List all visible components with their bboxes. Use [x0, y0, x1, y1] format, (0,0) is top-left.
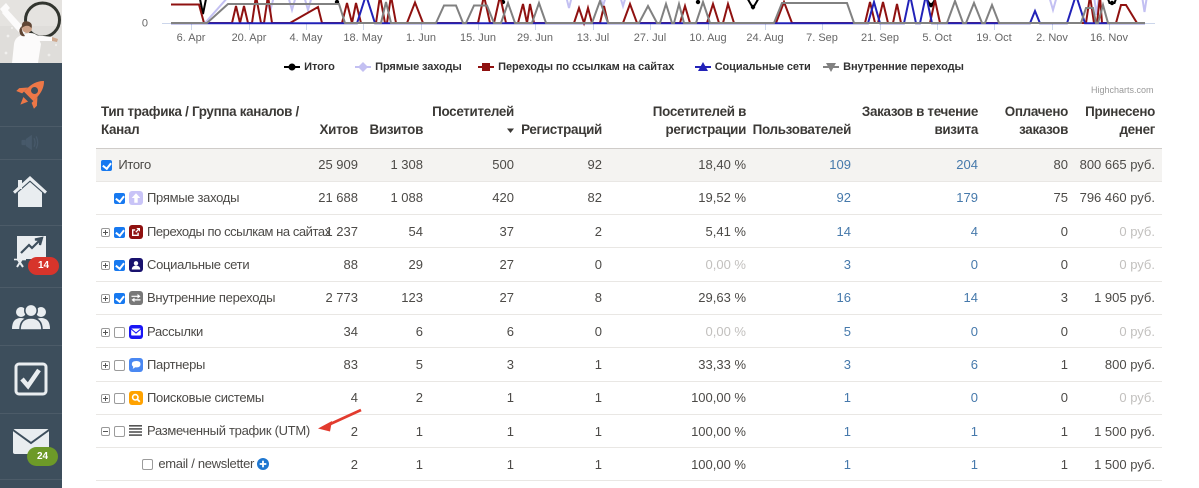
svg-text:15. Jun: 15. Jun [460, 32, 496, 44]
svg-text:7. Sep: 7. Sep [806, 32, 838, 44]
svg-text:6. Apr: 6. Apr [177, 32, 206, 44]
svg-text:4. May: 4. May [289, 32, 323, 44]
svg-text:2. Nov: 2. Nov [1036, 32, 1068, 44]
svg-text:1. Jun: 1. Jun [406, 32, 436, 44]
svg-text:13. Jul: 13. Jul [577, 32, 609, 44]
svg-text:20. Apr: 20. Apr [232, 32, 267, 44]
svg-text:27. Jul: 27. Jul [634, 32, 666, 44]
svg-text:29. Jun: 29. Jun [517, 32, 553, 44]
svg-text:21. Sep: 21. Sep [861, 32, 899, 44]
svg-text:10. Aug: 10. Aug [689, 32, 726, 44]
svg-text:0: 0 [142, 18, 148, 30]
svg-text:19. Oct: 19. Oct [976, 32, 1011, 44]
svg-text:5. Oct: 5. Oct [922, 32, 951, 44]
svg-text:24. Aug: 24. Aug [746, 32, 783, 44]
svg-text:16. Nov: 16. Nov [1090, 32, 1128, 44]
svg-text:18. May: 18. May [343, 32, 383, 44]
